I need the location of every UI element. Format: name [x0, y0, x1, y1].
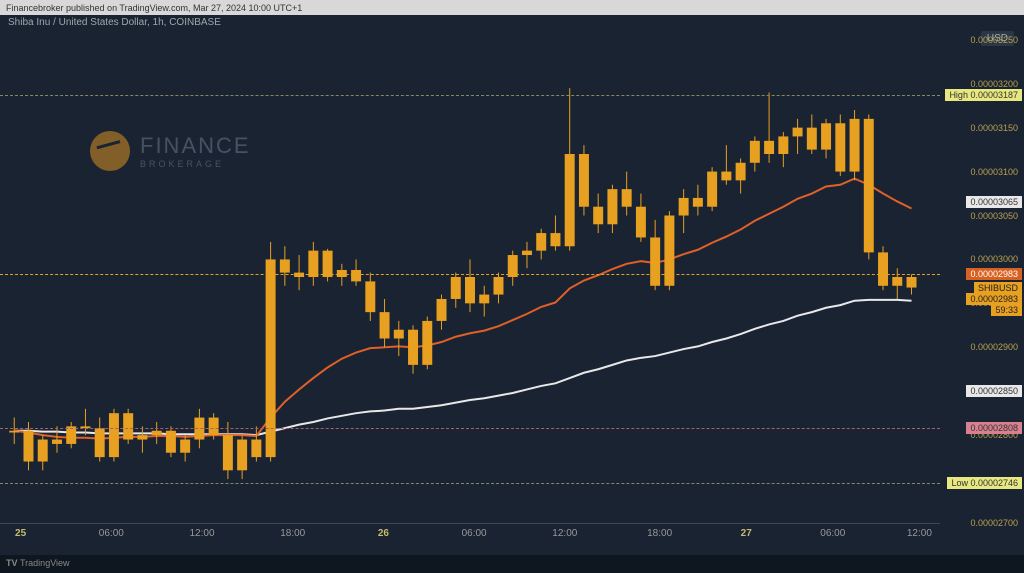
price-label: 0.00002983: [966, 268, 1022, 280]
guide-line: [0, 428, 940, 429]
time-axis[interactable]: 25 06:00 12:00 18:00 26 06:00 12:00 18:00 27 06:0…: [0, 523, 940, 553]
time-tick-hour: 18:00: [280, 528, 305, 539]
price-label: 0.00002983: [966, 293, 1022, 305]
price-tick: 0.00003050: [970, 211, 1018, 221]
time-tick-day: 26: [378, 528, 389, 539]
price-tick: 0.00003150: [970, 123, 1018, 133]
price-label: 0.00003065: [966, 196, 1022, 208]
time-tick-day: 25: [15, 528, 26, 539]
guide-line: [0, 95, 940, 96]
price-tick: 0.00003200: [970, 79, 1018, 89]
time-tick-hour: 06:00: [99, 528, 124, 539]
time-tick-hour: 18:00: [647, 528, 672, 539]
price-tick: 0.00003000: [970, 254, 1018, 264]
price-tick: 0.00003100: [970, 167, 1018, 177]
guide-line: [0, 274, 940, 275]
price-label: 0.00002808: [966, 422, 1022, 434]
time-tick-day: 27: [741, 528, 752, 539]
chart-area[interactable]: FINANCE BROKERAGE: [0, 31, 940, 523]
time-tick-hour: 06:00: [462, 528, 487, 539]
price-label: 0.00002850: [966, 385, 1022, 397]
footer-bar: TV TradingView: [0, 555, 1024, 573]
candlestick-plot[interactable]: [0, 31, 940, 523]
pair-text: Shiba Inu / United States Dollar, 1h, CO…: [8, 17, 221, 28]
pair-info: Shiba Inu / United States Dollar, 1h, CO…: [0, 15, 1024, 31]
time-tick-hour: 06:00: [820, 528, 845, 539]
time-tick-hour: 12:00: [190, 528, 215, 539]
guide-line: [0, 483, 940, 484]
price-tick: 0.00002900: [970, 342, 1018, 352]
price-tick: 0.00003250: [970, 35, 1018, 45]
price-axis[interactable]: USD 0.000032500.000032000.000031500.0000…: [940, 31, 1024, 523]
footer-brand: TradingView: [20, 558, 70, 568]
source-text: Financebroker published on TradingView.c…: [6, 3, 302, 13]
price-label: Low 0.00002746: [947, 477, 1022, 489]
price-label: 59:33: [991, 304, 1022, 316]
price-label: High 0.00003187: [945, 89, 1022, 101]
source-bar: Financebroker published on TradingView.c…: [0, 0, 1024, 15]
time-tick-hour: 12:00: [552, 528, 577, 539]
price-tick: 0.00002700: [970, 518, 1018, 528]
time-tick-hour: 12:00: [907, 528, 932, 539]
tv-logo-icon: TV: [6, 558, 20, 568]
